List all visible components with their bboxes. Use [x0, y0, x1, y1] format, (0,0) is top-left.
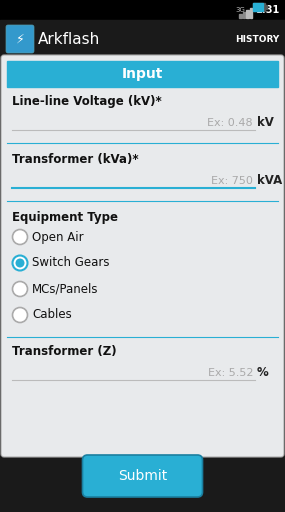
Text: 1:31: 1:31 [256, 6, 280, 15]
Text: MCs/Panels: MCs/Panels [32, 283, 99, 295]
FancyBboxPatch shape [1, 55, 284, 457]
Bar [265, 5, 267, 9]
Text: Ex: 5.52: Ex: 5.52 [207, 368, 253, 378]
Text: Cables: Cables [32, 309, 72, 322]
Text: Line-line Voltage (kV)*: Line-line Voltage (kV)* [12, 95, 162, 108]
Bar [0, 20, 285, 58]
Bar [7, 61, 278, 87]
Text: Input: Input [122, 67, 163, 81]
Bar [0, 0, 285, 20]
Text: Ex: 0.48: Ex: 0.48 [207, 118, 253, 128]
Text: Switch Gears: Switch Gears [32, 257, 109, 269]
Bar [253, 3, 265, 11]
FancyBboxPatch shape [82, 455, 203, 497]
Circle shape [15, 259, 25, 267]
FancyBboxPatch shape [6, 25, 34, 53]
Text: ⚡: ⚡ [16, 32, 25, 46]
Text: kV: kV [257, 117, 274, 130]
Text: Open Air: Open Air [32, 230, 84, 244]
Text: 3G: 3G [235, 7, 245, 13]
Text: HISTORY: HISTORY [235, 34, 279, 44]
Circle shape [13, 255, 27, 270]
Circle shape [13, 308, 27, 323]
Bar [246, 10, 249, 18]
Text: Ex: 750: Ex: 750 [211, 176, 253, 186]
Text: kVA: kVA [257, 175, 282, 187]
Text: Transformer (kVa)*: Transformer (kVa)* [12, 153, 139, 165]
Text: Transformer (Z): Transformer (Z) [12, 345, 117, 357]
Bar [249, 8, 252, 18]
Text: %: % [257, 367, 269, 379]
Circle shape [13, 229, 27, 245]
Bar [253, 3, 263, 11]
Bar [239, 14, 241, 18]
Circle shape [13, 282, 27, 296]
Text: Equipment Type: Equipment Type [12, 210, 118, 224]
Bar [243, 12, 245, 18]
Text: Submit: Submit [118, 469, 167, 483]
Text: Arkflash: Arkflash [38, 32, 100, 47]
